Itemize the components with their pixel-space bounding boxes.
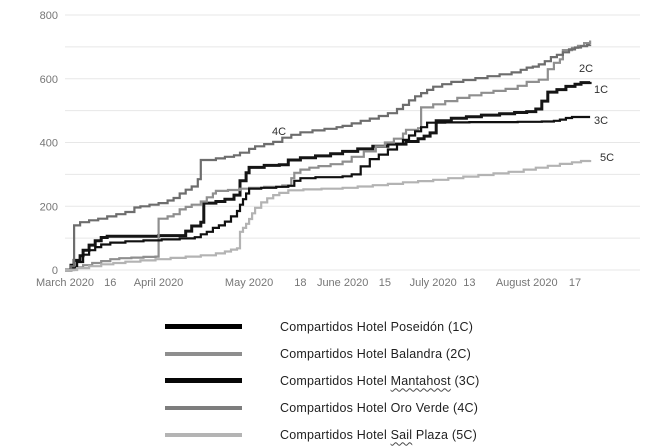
x-tick-label: 15 <box>379 277 391 289</box>
legend-label-1C: Compartidos Hotel Poseidón (1C) <box>280 320 473 334</box>
legend-label-3C: Compartidos Hotel Mantahost (3C) <box>280 374 480 388</box>
legend-item-4C: Compartidos Hotel Oro Verde (4C) <box>165 394 480 421</box>
y-tick-label: 0 <box>52 265 58 277</box>
x-tick-label: July 2020 <box>410 277 457 289</box>
x-tick-label: August 2020 <box>496 277 558 289</box>
series-line-5C <box>65 159 592 272</box>
legend-item-3C: Compartidos Hotel Mantahost (3C) <box>165 367 480 394</box>
series-label-4C: 4C <box>272 126 286 138</box>
legend-label-text: Compartidos Hotel Balandra (2C) <box>280 346 472 361</box>
series-line-3C <box>65 115 591 272</box>
y-tick-label: 800 <box>40 10 58 22</box>
chart-canvas: 0 200 400 600 800 March 2020 16 April 2020 May 2… <box>36 10 640 289</box>
legend-swatch-3C <box>165 378 242 383</box>
series-line-2C <box>65 40 592 272</box>
x-tick-label: 18 <box>294 277 306 289</box>
y-tick-label: 600 <box>40 74 58 86</box>
chart-legend: Compartidos Hotel Poseidón (1C) Compartid… <box>165 313 480 448</box>
legend-swatch-2C <box>165 351 242 356</box>
x-tick-label: June 2020 <box>317 277 368 289</box>
series-line-4C <box>65 43 592 272</box>
line-chart: 0 200 400 600 800 March 2020 16 April 2020 May 2… <box>36 10 640 289</box>
legend-label-5C: Compartidos Hotel Sail Plaza (5C) <box>280 428 477 442</box>
legend-label-text: Plaza (5C) <box>412 427 477 442</box>
y-tick-label: 200 <box>40 201 58 213</box>
legend-label-text: (3C) <box>450 373 480 388</box>
x-tick-label: March 2020 <box>36 277 94 289</box>
x-tick-label: 16 <box>104 277 116 289</box>
y-tick-label: 400 <box>40 138 58 150</box>
legend-label-2C: Compartidos Hotel Balandra (2C) <box>280 347 471 361</box>
legend-item-2C: Compartidos Hotel Balandra (2C) <box>165 340 480 367</box>
legend-swatch-4C <box>165 405 242 410</box>
legend-label-text: Compartidos Hotel <box>280 427 391 442</box>
legend-label-4C: Compartidos Hotel Oro Verde (4C) <box>280 401 478 415</box>
series-line-1C <box>65 81 592 272</box>
misspelled-word: Mantahost <box>390 373 451 388</box>
legend-item-5C: Compartidos Hotel Sail Plaza (5C) <box>165 421 480 448</box>
legend-swatch-1C <box>165 324 242 329</box>
misspelled-word: Sail <box>390 427 413 442</box>
x-tick-label: April 2020 <box>134 277 184 289</box>
series-label-5C: 5C <box>600 152 614 164</box>
legend-label-text: Compartidos Hotel Oro Verde (4C) <box>280 400 479 415</box>
x-tick-label: 13 <box>463 277 475 289</box>
series-label-2C: 2C <box>579 63 593 75</box>
x-tick-label: 17 <box>569 277 581 289</box>
series-label-1C: 1C <box>594 84 608 96</box>
x-tick-label: May 2020 <box>225 277 273 289</box>
legend-label-text: Compartidos Hotel <box>280 373 391 388</box>
legend-swatch-5C <box>165 432 242 437</box>
series-label-3C: 3C <box>594 115 608 127</box>
legend-label-text: Compartidos Hotel Poseidón (1C) <box>280 319 474 334</box>
legend-item-1C: Compartidos Hotel Poseidón (1C) <box>165 313 480 340</box>
